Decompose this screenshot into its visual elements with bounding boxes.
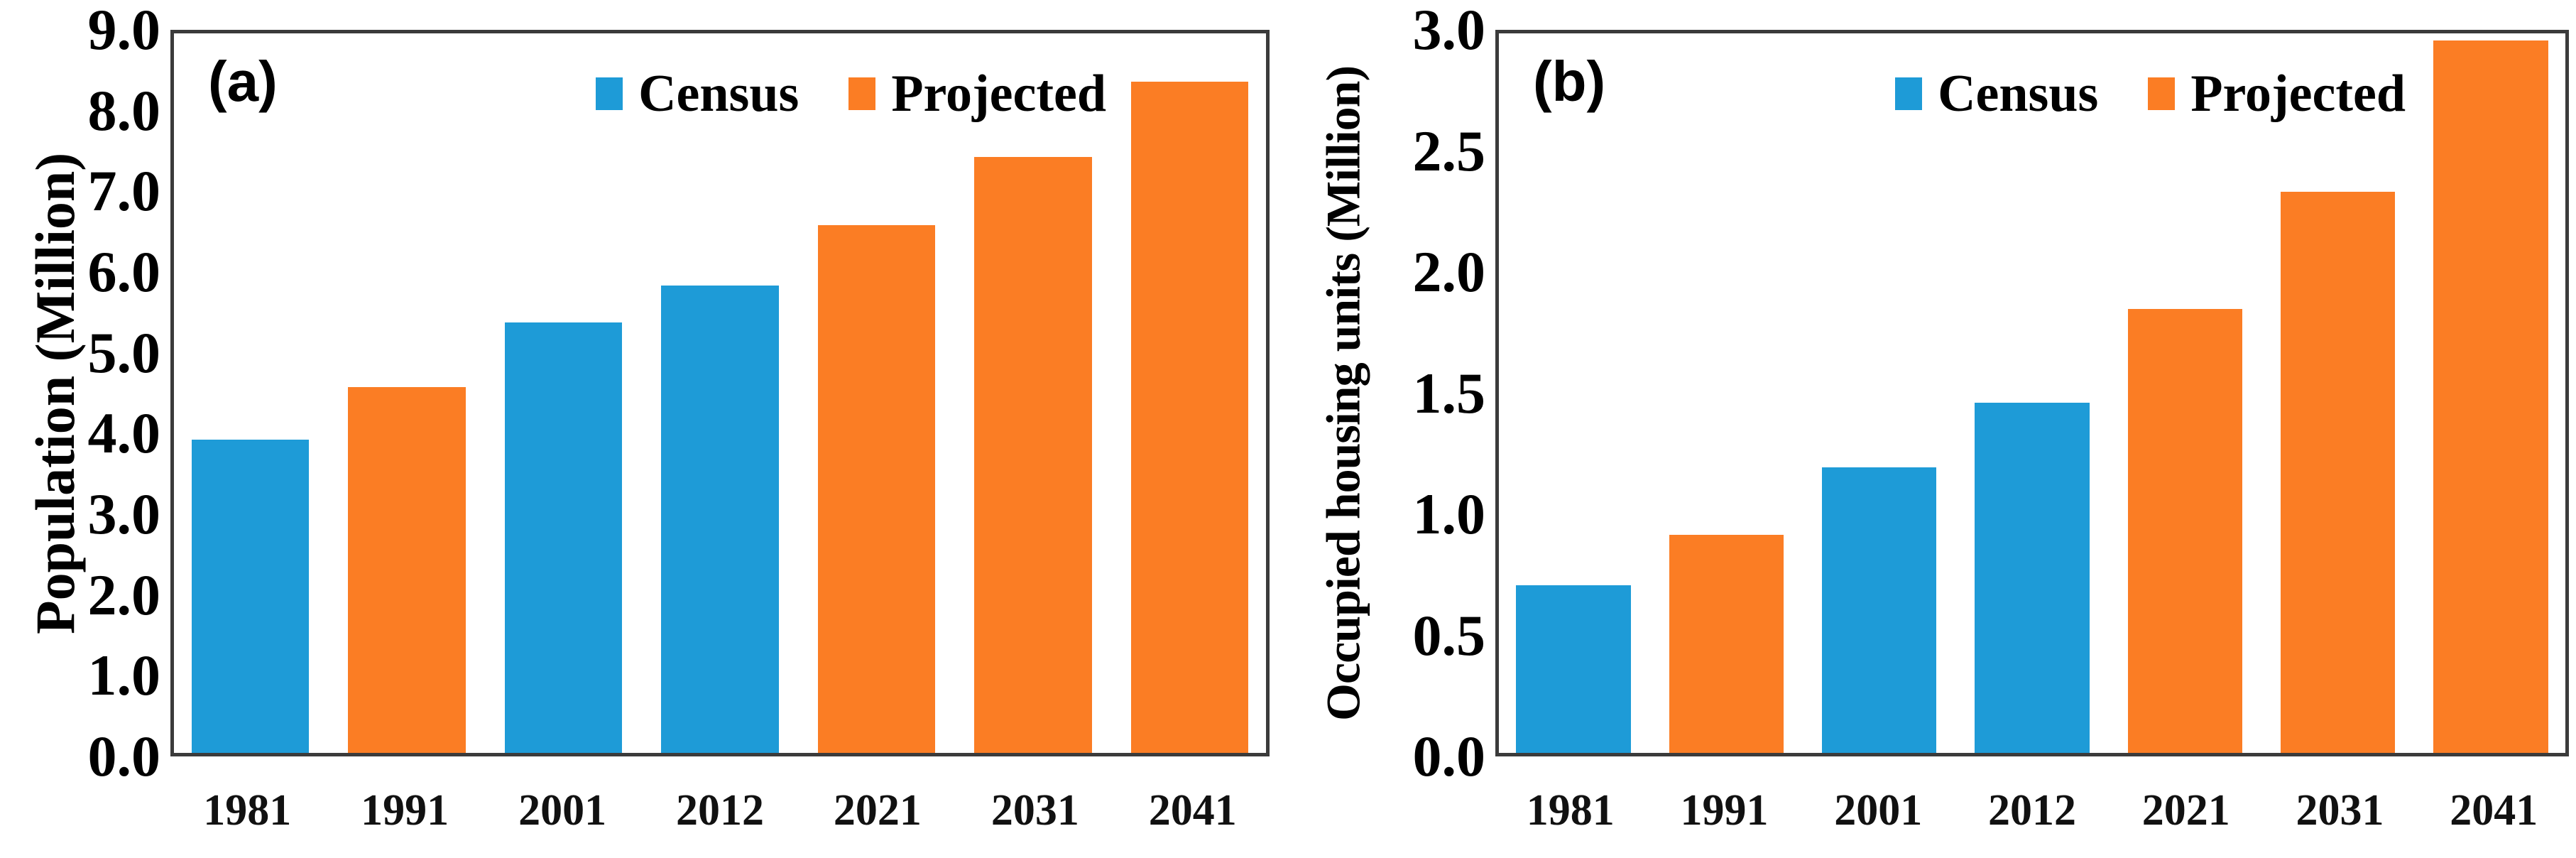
y-tick-label: 1.5: [1412, 360, 1486, 425]
y-tick-label: 9.0: [87, 0, 161, 62]
legend-label-census: Census: [1938, 65, 2099, 123]
y-tick-labels: 3.0 2.5 2.0 1.5 1.0 0.5 0.0: [1288, 1, 1486, 786]
bar-census-2001: [1822, 467, 1937, 753]
legend-label-projected: Projected: [2190, 65, 2406, 123]
y-tick-label: 4.0: [87, 401, 161, 466]
bar-projected-2031: [2281, 191, 2396, 753]
x-tick-label: 1991: [361, 786, 449, 835]
y-tick-label: 2.5: [1412, 118, 1486, 183]
legend-item-census: Census: [1895, 67, 2098, 120]
y-tick-label: 0.5: [1412, 602, 1486, 668]
x-axis-labels: 1981 1991 2001 2012 2021 2031 2041: [170, 761, 1270, 854]
x-tick-label: 2012: [676, 786, 764, 835]
y-tick-labels: 9.0 8.0 7.0 6.0 5.0 4.0 3.0 2.0 1.0 0.0: [0, 1, 161, 786]
legend-swatch-census-icon: [1895, 77, 1923, 110]
x-tick-label: 2031: [990, 786, 1079, 835]
legend-item-census: Census: [596, 67, 799, 120]
x-tick-label: 2001: [1834, 786, 1923, 835]
x-tick-label: 2021: [2141, 786, 2230, 835]
bar-projected-2021: [2127, 309, 2242, 753]
y-tick-label: 1.0: [87, 643, 161, 708]
y-tick-label: 1.0: [1412, 482, 1486, 546]
plot-area: (a) Census Projected: [170, 30, 1270, 756]
chart-panel-b: Occupied housing units (Million) 3.0 2.5 2…: [1288, 0, 2576, 858]
legend-swatch-projected-icon: [848, 77, 876, 110]
y-tick-label: 2.0: [1412, 239, 1486, 304]
bar-projected-2031: [974, 157, 1092, 753]
bar-census-2012: [661, 285, 779, 753]
legend: Census Projected: [1895, 67, 2406, 120]
chart-panel-a: Population (Million) 9.0 8.0 7.0 6.0 5.0 4.0 3…: [0, 1, 1270, 854]
x-tick-label: 1981: [1526, 786, 1615, 835]
bar-census-1981: [191, 439, 310, 753]
x-tick-label: 1981: [203, 786, 292, 835]
y-tick-label: 8.0: [87, 77, 161, 143]
x-tick-label: 2021: [833, 786, 922, 835]
x-tick-label: 2041: [1148, 786, 1237, 835]
panel-label: (b): [1533, 50, 1606, 113]
x-tick-label: 2031: [2296, 786, 2384, 835]
legend-swatch-census-icon: [596, 77, 623, 110]
y-tick-label: 7.0: [87, 158, 161, 224]
y-tick-label: 6.0: [87, 239, 161, 304]
bar-projected-1991: [348, 386, 466, 753]
bar-projected-2021: [817, 225, 936, 753]
legend-item-projected: Projected: [848, 67, 1106, 120]
y-tick-label: 0.0: [87, 724, 161, 788]
x-axis-labels: 1981 1991 2001 2012 2021 2031 2041: [1495, 761, 2569, 854]
y-tick-label: 3.0: [87, 482, 161, 546]
x-tick-label: 1991: [1680, 786, 1769, 835]
bar-census-2001: [504, 322, 623, 753]
x-tick-label: 2012: [1988, 786, 2076, 835]
plot-area: (b) Census Projected: [1495, 30, 2569, 756]
y-tick-label: 5.0: [87, 320, 161, 385]
bar-census-1981: [1516, 585, 1631, 753]
y-tick-label: 3.0: [1412, 0, 1486, 62]
panel-label: (a): [208, 50, 278, 113]
y-tick-label: 2.0: [87, 562, 161, 627]
x-tick-label: 2041: [2450, 786, 2538, 835]
bar-projected-2041: [2433, 40, 2548, 753]
x-tick-label: 2001: [518, 786, 607, 835]
legend-item-projected: Projected: [2148, 67, 2406, 120]
bar-projected-2041: [1130, 81, 1249, 753]
y-tick-label: 0.0: [1412, 724, 1486, 788]
legend-swatch-projected-icon: [2148, 77, 2176, 110]
bar-projected-1991: [1669, 534, 1784, 753]
bar-census-2012: [1975, 403, 2090, 753]
legend-label-projected: Projected: [891, 65, 1106, 123]
legend: Census Projected: [596, 67, 1106, 120]
legend-label-census: Census: [638, 65, 799, 123]
